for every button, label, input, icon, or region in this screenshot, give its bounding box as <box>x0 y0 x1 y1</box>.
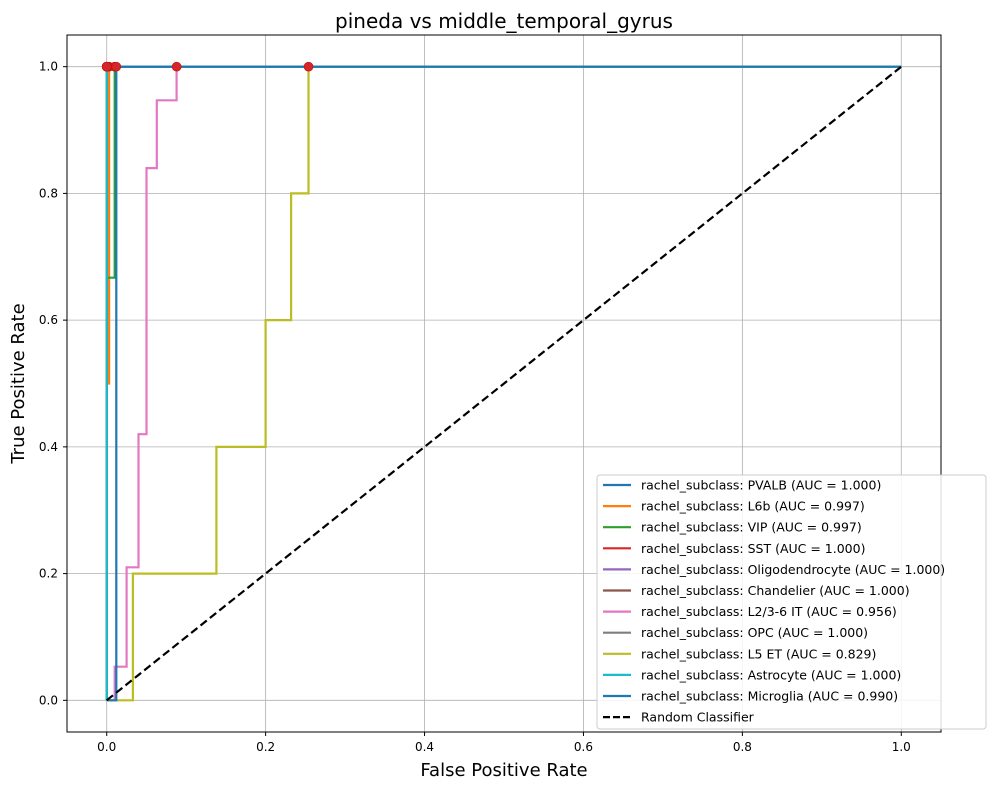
chart-title: pineda vs middle_temporal_gyrus <box>335 9 673 33</box>
x-axis-title: False Positive Rate <box>420 760 587 781</box>
optimal-point-marker-10 <box>111 61 122 72</box>
legend-label-5: rachel_subclass: Chandelier (AUC = 1.000… <box>641 583 910 598</box>
y-tick-label: 0.2 <box>39 567 58 581</box>
optimal-point-marker-6 <box>171 61 182 72</box>
legend-label-2: rachel_subclass: VIP (AUC = 0.997) <box>641 520 862 535</box>
legend: rachel_subclass: PVALB (AUC = 1.000) rach… <box>596 474 987 730</box>
y-tick-label: 0.6 <box>39 313 58 327</box>
series-line-8 <box>106 65 902 702</box>
y-axis-title: True Positive Rate <box>8 303 29 464</box>
y-tick-label: 0.4 <box>39 440 58 454</box>
y-tick-label: 0.0 <box>39 693 58 707</box>
series-line-11 <box>106 65 902 702</box>
x-tick-label: 0.2 <box>256 740 275 754</box>
x-tick-label: 0.6 <box>574 740 593 754</box>
y-tick-label: 0.8 <box>39 186 58 200</box>
legend-label-0: rachel_subclass: PVALB (AUC = 1.000) <box>641 478 881 493</box>
legend-label-3: rachel_subclass: SST (AUC = 1.000) <box>641 541 865 556</box>
legend-label-11: Random Classifier <box>641 710 755 725</box>
plot-area-frame <box>66 34 942 733</box>
legend-label-1: rachel_subclass: L6b (AUC = 0.997) <box>641 499 865 514</box>
x-tick-label: 0.8 <box>733 740 752 754</box>
legend-label-4: rachel_subclass: Oligodendrocyte (AUC = … <box>641 562 945 577</box>
legend-label-9: rachel_subclass: Astrocyte (AUC = 1.000) <box>641 667 901 682</box>
legend-label-10: rachel_subclass: Microglia (AUC = 0.990) <box>641 689 898 704</box>
optimal-point-marker-8 <box>303 61 314 72</box>
x-tick-label: 0.4 <box>415 740 434 754</box>
x-tick-label: 1.0 <box>892 740 911 754</box>
optimal-point-markers <box>101 61 314 72</box>
series-line-10 <box>106 65 902 702</box>
legend-label-6: rachel_subclass: L2/3-6 IT (AUC = 0.956) <box>641 604 897 619</box>
legend-box <box>596 474 987 730</box>
legend-label-8: rachel_subclass: L5 ET (AUC = 0.829) <box>641 646 876 661</box>
optimal-point-marker-9 <box>101 61 112 72</box>
axis-ticks: 0.0 0.2 0.4 0.6 0.8 1.0 0.0 0.2 0.4 0.6 0.8 1.0 <box>39 60 911 754</box>
x-tick-label: 0.0 <box>97 740 116 754</box>
y-tick-label: 1.0 <box>39 60 58 74</box>
legend-label-7: rachel_subclass: OPC (AUC = 1.000) <box>641 625 868 640</box>
